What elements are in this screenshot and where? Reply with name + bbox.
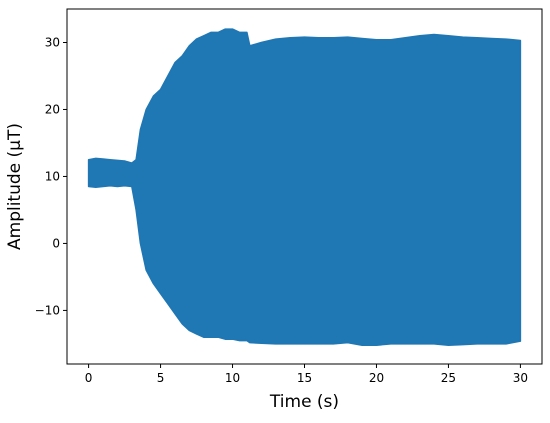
y-axis-label: Amplitude (μT): [5, 123, 25, 250]
series-0-envelope: [87, 28, 522, 346]
y-tick-label: 10: [45, 169, 60, 183]
x-tick-label: 20: [369, 371, 384, 385]
x-axis-label: Time (s): [269, 392, 339, 412]
y-tick-label: −10: [35, 303, 60, 317]
x-tick-label: 30: [513, 371, 528, 385]
x-tick-label: 0: [85, 371, 93, 385]
signal-area: [87, 28, 522, 346]
x-tick-label: 5: [157, 371, 165, 385]
x-tick-label: 15: [297, 371, 312, 385]
x-tick-label: 10: [225, 371, 240, 385]
x-axis: 0 5 10 15 20 25 30: [85, 364, 528, 385]
y-tick-label: 30: [45, 35, 60, 49]
x-tick-label: 25: [441, 371, 456, 385]
y-axis: −10 0 10 20 30: [35, 35, 67, 317]
y-tick-label: 0: [52, 236, 60, 250]
y-tick-label: 20: [45, 102, 60, 116]
